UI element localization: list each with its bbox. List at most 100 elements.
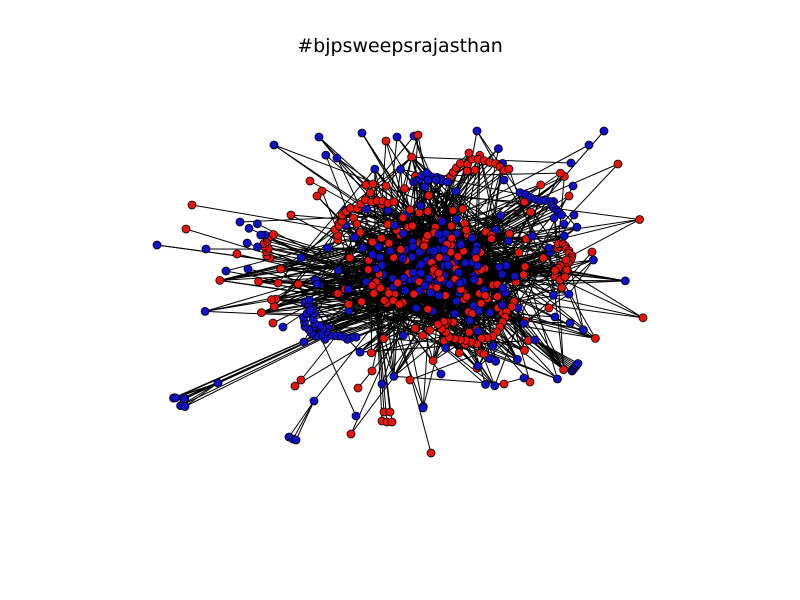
graph-node-red xyxy=(381,181,391,191)
graph-edge xyxy=(568,259,594,295)
graph-node-blue xyxy=(559,231,569,241)
graph-node-blue xyxy=(465,315,475,325)
graph-node-blue xyxy=(390,221,400,230)
graph-node-red xyxy=(455,159,465,169)
graph-node-blue xyxy=(519,318,529,328)
graph-node-blue xyxy=(553,374,562,384)
graph-node-red xyxy=(369,289,379,298)
graph-node-blue xyxy=(374,242,384,252)
graph-node-red xyxy=(409,289,419,299)
graph-node-blue xyxy=(305,305,315,315)
graph-node-red xyxy=(519,270,528,280)
graph-node-red xyxy=(446,221,456,231)
graph-node-blue xyxy=(416,268,426,278)
graph-node-red xyxy=(407,152,417,162)
graph-node-red xyxy=(471,253,481,263)
graph-node-red xyxy=(389,197,399,207)
graph-node-red xyxy=(447,233,457,243)
graph-node-red xyxy=(476,298,486,308)
graph-node-red xyxy=(487,234,496,244)
graph-node-red xyxy=(464,148,474,158)
graph-node-blue xyxy=(180,402,190,411)
graph-node-blue xyxy=(527,231,537,241)
graph-node-blue xyxy=(370,164,380,174)
graph-node-blue xyxy=(242,238,252,248)
graph-node-red xyxy=(454,348,464,358)
graph-node-red xyxy=(254,277,264,287)
graph-node-blue xyxy=(243,264,253,274)
graph-node-red xyxy=(344,299,353,309)
graph-edge xyxy=(374,168,389,225)
graph-node-blue xyxy=(436,369,446,379)
graph-edge xyxy=(292,400,315,440)
graph-edge xyxy=(472,313,526,322)
graph-node-blue xyxy=(321,150,331,160)
graph-node-blue xyxy=(481,379,490,389)
graph-edge xyxy=(219,246,379,281)
graph-node-blue xyxy=(474,306,484,316)
graph-node-red xyxy=(346,429,356,439)
graph-node-blue xyxy=(152,240,162,250)
graph-node-blue xyxy=(454,267,464,277)
graph-node-blue xyxy=(504,236,513,246)
graph-node-blue xyxy=(400,286,410,296)
graph-node-red xyxy=(458,204,468,214)
graph-node-blue xyxy=(424,273,434,283)
graph-node-blue xyxy=(451,186,461,196)
graph-node-blue xyxy=(510,271,520,281)
graph-node-red xyxy=(365,188,375,198)
graph-node-red xyxy=(613,159,623,169)
graph-node-blue xyxy=(416,259,426,269)
graph-node-blue xyxy=(494,262,504,272)
graph-node-blue xyxy=(488,341,498,351)
graph-node-blue xyxy=(566,158,576,168)
graph-node-red xyxy=(379,295,389,305)
graph-node-red xyxy=(419,241,429,251)
graph-node-red xyxy=(526,207,535,217)
graph-node-blue xyxy=(513,354,522,364)
graph-node-red xyxy=(290,381,300,391)
graph-node-blue xyxy=(589,255,598,265)
graph-node-red xyxy=(423,304,433,314)
graph-node-red xyxy=(564,191,574,201)
graph-edge xyxy=(327,247,373,256)
graph-node-red xyxy=(413,130,423,140)
graph-node-blue xyxy=(375,252,385,262)
graph-node-blue xyxy=(411,303,421,313)
graph-node-red xyxy=(367,366,377,376)
graph-edge xyxy=(476,328,525,351)
graph-node-blue xyxy=(460,258,470,268)
graph-node-red xyxy=(352,219,362,229)
graph-node-red xyxy=(520,262,530,272)
graph-edge xyxy=(280,268,435,288)
graph-node-blue xyxy=(565,318,575,328)
graph-node-red xyxy=(405,375,415,385)
graph-node-red xyxy=(398,213,408,223)
graph-node-blue xyxy=(367,250,377,260)
graph-node-blue xyxy=(200,306,210,316)
graph-node-red xyxy=(410,323,420,333)
graph-node-red xyxy=(367,280,377,290)
graph-node-blue xyxy=(312,279,322,289)
graph-node-blue xyxy=(309,396,319,406)
graph-node-red xyxy=(556,168,565,178)
graph-node-blue xyxy=(377,260,387,270)
graph-edge xyxy=(479,155,526,322)
graph-node-red xyxy=(462,292,472,302)
graph-node-blue xyxy=(420,182,429,192)
graph-node-blue xyxy=(213,378,223,388)
graph-node-red xyxy=(393,278,403,288)
graph-node-red xyxy=(273,278,283,288)
graph-node-red xyxy=(499,379,509,389)
graph-node-blue xyxy=(472,126,482,136)
graph-node-blue xyxy=(443,260,453,270)
graph-node-red xyxy=(385,407,395,417)
graph-node-blue xyxy=(416,201,426,211)
graph-node-blue xyxy=(501,261,511,271)
graph-node-red xyxy=(423,230,432,240)
graph-node-blue xyxy=(358,243,368,253)
graph-node-blue xyxy=(473,326,483,336)
graph-node-red xyxy=(387,417,397,427)
graph-node-blue xyxy=(451,296,461,306)
